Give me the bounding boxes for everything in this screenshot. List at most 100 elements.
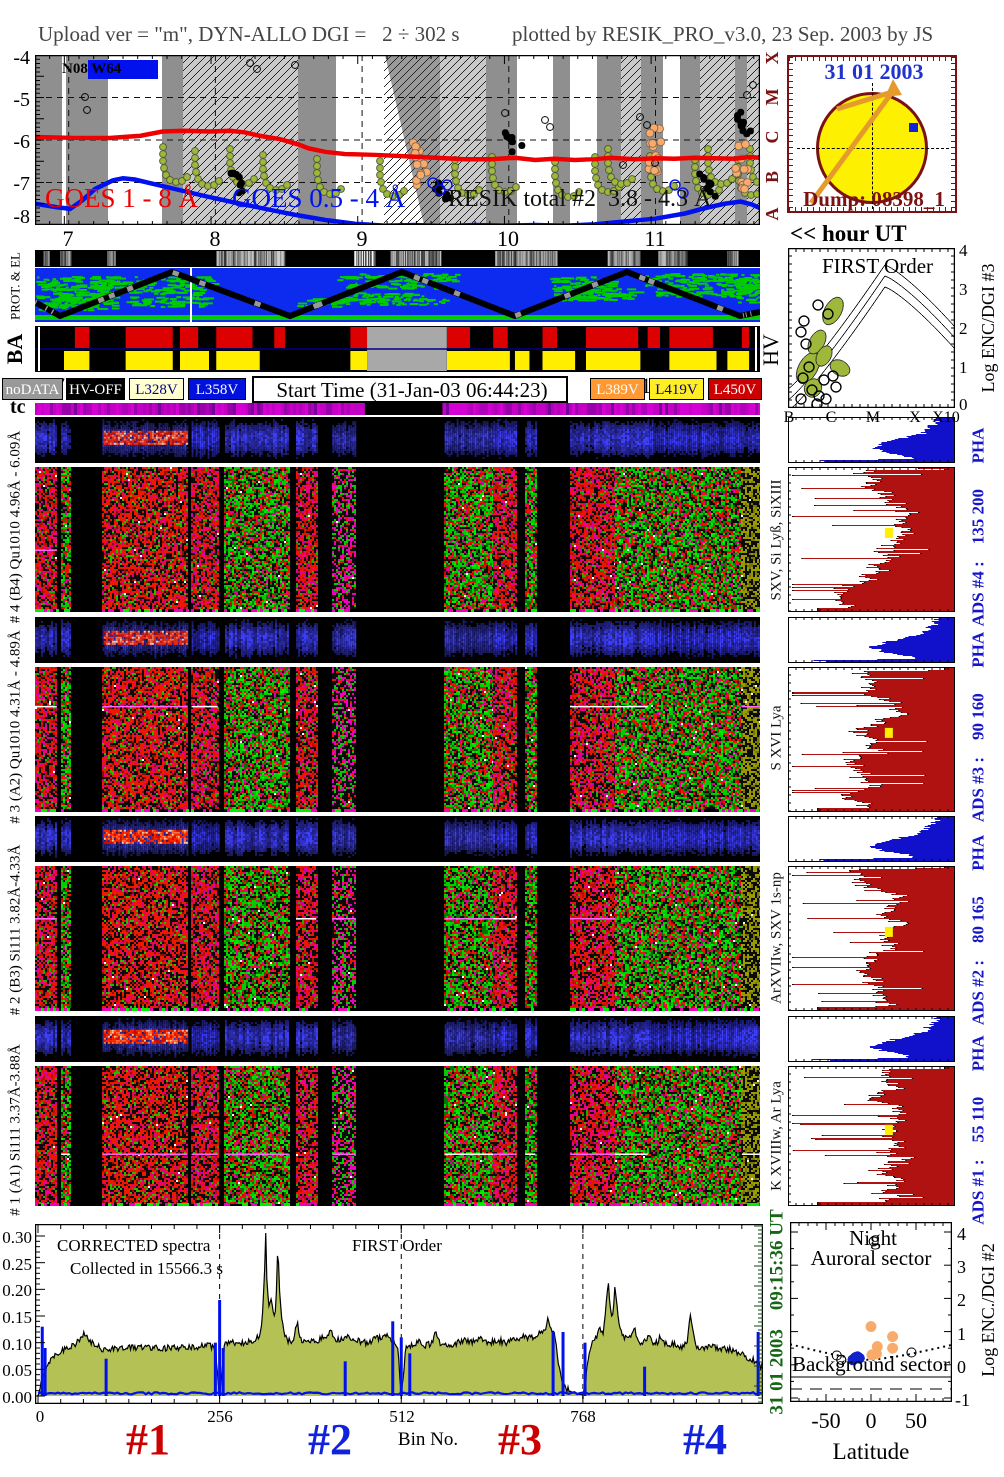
first-ytick-0: 0: [959, 395, 968, 414]
legend-l389v: L389V: [590, 378, 645, 400]
spec-xlabel: Bin No.: [397, 1429, 459, 1450]
first-order-title: FIRST Order: [822, 254, 934, 278]
first-ytick-1: 1: [959, 358, 968, 377]
channel1-label: #1: [126, 1415, 170, 1464]
goes-ytick--8: -8: [13, 206, 30, 228]
goes-ytick--6: -6: [13, 131, 30, 153]
panel1-left-label: # 1 (A1) Si111 3.37Å-3.88Å: [7, 1044, 24, 1216]
goes-legend-resik: RESIK total #2 3.8 - 4.3 Å: [448, 186, 712, 212]
pha-hist-channel4: [788, 417, 955, 463]
legend-l328v: L328V: [129, 378, 184, 400]
ads4-label: ADS #4 : 135 200 PHA: [968, 427, 988, 627]
night-xlabel: Latitude: [832, 1439, 910, 1464]
panel-ticks-top: [789, 57, 955, 61]
panel3-left-label: # 3 (A2) Qu1010 4.31Å - 4.89Å: [7, 630, 24, 824]
channel4-label: #4: [683, 1415, 727, 1464]
panel4-line-label: SXV, Si Lyß, SiXIII: [768, 479, 785, 601]
header-upload-info: Upload ver = "m", DYN-ALLO DGI = 2 ÷ 302…: [38, 22, 460, 46]
sun-date: 31 01 2003: [824, 59, 924, 84]
goes-class-m: M: [762, 88, 782, 106]
spectrogram-channel4: [35, 467, 760, 612]
night-ytick-2: 2: [957, 1290, 966, 1310]
panel4-left-label: # 4 (B4) Qu1010 4.96Å - 6.09Å: [7, 430, 24, 624]
night-ytick-0: 0: [957, 1357, 966, 1377]
spec-ytick-025: 0.25: [2, 1255, 32, 1274]
start-time-label: Start Time (31-Jan-03 06:44:23): [276, 378, 548, 402]
goes-hour-11: 11: [644, 226, 666, 251]
ba-label: BA: [2, 333, 27, 365]
ads-hist-channel1: [788, 1066, 955, 1206]
flare-arrow: [808, 79, 902, 205]
spec-title2: Collected in 15566.3 s: [70, 1259, 223, 1278]
goes-class-b: B: [762, 170, 782, 184]
spec-order-label: FIRST Order: [352, 1236, 442, 1255]
spectrogram-channel3: [35, 667, 760, 812]
header-plotted-by: plotted by RESIK_PRO_v3.0, 23 Sep. 2003 …: [512, 22, 934, 46]
spec-xtick-0: 0: [35, 1407, 45, 1426]
first-ytick-3: 3: [959, 280, 968, 299]
panel-ticks-left: [789, 57, 793, 211]
goes-hour-8: 8: [209, 226, 221, 251]
tc-label: tc: [10, 396, 26, 418]
panel2-line-label: ArXVIIw, SXV 1s-np: [768, 872, 785, 1004]
night-title1: Night: [849, 1226, 897, 1250]
pha-strip-channel2: [35, 816, 760, 862]
channel2-label: #2: [308, 1415, 352, 1464]
prot-el-label: PROT. & EL: [7, 251, 23, 321]
sun-crosshair-h: [797, 148, 949, 149]
night-xtick-50: 50: [905, 1408, 927, 1433]
spec-ytick-020: 0.20: [2, 1281, 32, 1300]
ads1-label: ADS #1 : 55 110 PHA: [968, 1035, 988, 1225]
side-date-label: 31 01 2003 09:15:36 UT: [766, 1209, 788, 1415]
pha-hist-channel3: [788, 617, 955, 663]
tc-bar: [35, 403, 760, 415]
night-sector-scatter: [790, 1222, 952, 1402]
panel2-left-label: # 2 (B3) Si111 3.82Å-4.33Å: [7, 844, 24, 1016]
spectrogram-channel2: [35, 866, 760, 1011]
ads-hist-channel3: [788, 667, 955, 812]
night-ylabel: Log ENC./DGI #2: [978, 1243, 998, 1377]
first-xtick-c: C: [825, 409, 837, 426]
night-title2: Auroral sector: [810, 1246, 932, 1270]
ads-hist-channel4: [788, 467, 955, 612]
start-time-box: Start Time (31-Jan-03 06:44:23): [252, 376, 568, 403]
goes-flux-plot: [35, 55, 760, 225]
first-xtick-b: B: [783, 409, 795, 426]
spec-title1: CORRECTED spectra: [57, 1236, 211, 1255]
goes-legend-blue: GOES 0.5 - 4 Å: [232, 183, 406, 213]
goes-region-label: N08 W64: [62, 61, 122, 77]
legend-nodata: noDATA: [2, 378, 63, 400]
region-marker: [909, 123, 918, 132]
legend-l450v: L450V: [708, 378, 762, 400]
night-xtick-0: 0: [865, 1408, 877, 1433]
pha-strip-channel3: [35, 617, 760, 663]
first-order-scatter: [788, 248, 955, 408]
spec-ytick-000: 0.00: [2, 1388, 32, 1407]
night-bg-label: Background sector: [791, 1352, 951, 1376]
hv-label: HV: [758, 334, 783, 366]
first-ytick-2: 2: [959, 319, 968, 338]
first-ytick-4: 4: [959, 241, 968, 260]
spec-ytick-030: 0.30: [2, 1228, 32, 1247]
panel3-line-label: S XVI Lya: [768, 705, 785, 771]
pha-hist-channel1: [788, 1016, 955, 1062]
spec-xtick-512: 512: [389, 1407, 415, 1426]
spec-ytick-010: 0.10: [2, 1335, 32, 1354]
first-xtick-x10: X10: [932, 409, 960, 426]
legend-l419v: L419V: [649, 378, 704, 400]
spec-ytick-005: 0.05: [2, 1361, 32, 1380]
legend-hvoff: HV-OFF: [66, 378, 125, 400]
channel3-label: #3: [498, 1415, 542, 1464]
goes-hour-7: 7: [62, 226, 74, 251]
goes-class-a: A: [762, 207, 782, 221]
night-ytick-4: 4: [957, 1224, 966, 1244]
first-xtick-m: M: [865, 409, 881, 426]
ba-hv-strip: [35, 326, 760, 372]
night-ytick-m1: -1: [955, 1390, 970, 1410]
first-xtick-x: X: [909, 409, 921, 426]
goes-ytick--7: -7: [13, 173, 30, 195]
goes-ytick--5: -5: [13, 89, 30, 111]
ads-hist-channel2: [788, 866, 955, 1011]
ads3-label: ADS #3 : 90 160 PHA: [968, 631, 988, 823]
